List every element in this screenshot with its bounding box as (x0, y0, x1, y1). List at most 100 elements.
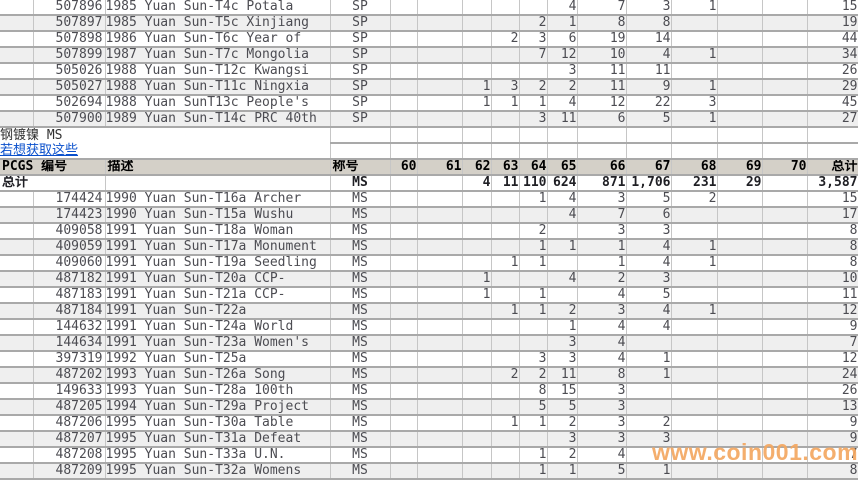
grade-70-cell (762, 207, 808, 224)
pcgs-number-link[interactable]: 397319 (33, 351, 106, 368)
pcgs-number-link[interactable]: 409060 (33, 255, 106, 272)
grade-65-cell: 1 (547, 15, 578, 32)
grade-68-cell (671, 367, 718, 384)
grade-69-cell (717, 223, 763, 240)
grade-64-cell (519, 0, 548, 16)
pcgs-number-link[interactable]: 502694 (33, 95, 106, 112)
coin-description-link[interactable]: 1991 Yuan Sun-T22a (105, 303, 331, 320)
coin-description-link[interactable]: 1991 Yuan Sun-T19a Seedling (105, 255, 331, 272)
section-promo-link[interactable]: 若想获取这些 (0, 143, 79, 158)
grade-64-cell: 1 (519, 415, 548, 432)
pcgs-number-link[interactable]: 505026 (33, 63, 106, 80)
designation-cell: MS (330, 255, 391, 272)
coin-description-link[interactable]: 1990 Yuan Sun-T16a Archer (105, 191, 331, 208)
grade-63-cell (491, 47, 520, 64)
grade-70-cell (762, 399, 808, 416)
grade-61-cell (417, 223, 463, 240)
pcgs-number-link[interactable]: 507899 (33, 47, 106, 64)
row-indent-cell (0, 447, 34, 464)
empty-cell (417, 143, 463, 160)
coin-description-link[interactable]: 1985 Yuan Sun-T5c Xinjiang (105, 15, 331, 32)
coin-description-link[interactable]: 1992 Yuan Sun-T25a (105, 351, 331, 368)
row-total-cell: 7 (807, 335, 858, 352)
grade-67-cell: 4 (626, 255, 672, 272)
pcgs-number-link[interactable]: 487206 (33, 415, 106, 432)
coin-description-link[interactable]: 1993 Yuan Sun-T26a Song (105, 367, 331, 384)
pcgs-number-link[interactable]: 507900 (33, 111, 106, 128)
grade-65-cell (547, 223, 578, 240)
grade-65-cell: 4 (547, 0, 578, 16)
coin-description-link[interactable]: 1991 Yuan Sun-T20a CCP- (105, 271, 331, 288)
grade-69-cell (717, 255, 763, 272)
coin-description-link[interactable]: 1995 Yuan Sun-T33a U.N. (105, 447, 331, 464)
pcgs-number-link[interactable]: 144634 (33, 335, 106, 352)
grade-61-cell (417, 303, 463, 320)
grade-70-cell (762, 431, 808, 448)
coin-description-link[interactable]: 1991 Yuan Sun-T23a Women's (105, 335, 331, 352)
row-indent-cell (0, 223, 34, 240)
pcgs-number-link[interactable]: 149633 (33, 383, 106, 400)
coin-description-link[interactable]: 1991 Yuan Sun-T17a Monument (105, 239, 331, 256)
pcgs-number-link[interactable]: 487207 (33, 431, 106, 448)
pcgs-number-link[interactable]: 487182 (33, 271, 106, 288)
row-total-cell: 8 (807, 463, 858, 480)
row-indent-cell (0, 271, 34, 288)
grade-61-cell (417, 111, 463, 128)
pcgs-number-link[interactable]: 487205 (33, 399, 106, 416)
pcgs-number-link[interactable]: 487208 (33, 447, 106, 464)
grade-65-cell: 3 (547, 351, 578, 368)
pcgs-number-link[interactable]: 507896 (33, 0, 106, 16)
grade-64-cell: 8 (519, 383, 548, 400)
coin-description-link[interactable]: 1987 Yuan Sun-T7c Mongolia (105, 47, 331, 64)
pcgs-number-link[interactable]: 487202 (33, 367, 106, 384)
coin-description-link[interactable]: 1985 Yuan Sun-T4c Potala (105, 0, 331, 16)
pcgs-number-link[interactable]: 487209 (33, 463, 106, 480)
coin-description-link[interactable]: 1990 Yuan Sun-T15a Wushu (105, 207, 331, 224)
pcgs-number-link[interactable]: 487184 (33, 303, 106, 320)
grade-68-cell: 1 (671, 47, 718, 64)
table-row: 409060 1991 Yuan Sun-T19a Seedling MS 1 1 1 4 1… (0, 255, 858, 272)
pcgs-number-link[interactable]: 507897 (33, 15, 106, 32)
pcgs-number-link[interactable]: 144632 (33, 319, 106, 336)
empty-cell (671, 143, 718, 160)
row-indent-cell (0, 319, 34, 336)
pcgs-number-link[interactable]: 174423 (33, 207, 106, 224)
grade-70-cell (762, 31, 808, 48)
grade-66-cell: 4 (577, 287, 627, 304)
pcgs-number-link[interactable]: 487183 (33, 287, 106, 304)
grade-65-cell: 4 (547, 95, 578, 112)
pcgs-number-link[interactable]: 507898 (33, 31, 106, 48)
coin-description-link[interactable]: 1988 Yuan Sun-T12c Kwangsi (105, 63, 331, 80)
empty-cell (462, 127, 492, 144)
row-indent-cell (0, 239, 34, 256)
coin-description-link[interactable]: 1991 Yuan Sun-T24a World (105, 319, 331, 336)
grade-70-cell (762, 79, 808, 96)
grade-70-column-header: 70 (762, 159, 808, 176)
coin-description-link[interactable]: 1988 Yuan Sun-T11c Ningxia (105, 79, 331, 96)
coin-description-link[interactable]: 1995 Yuan Sun-T30a Table (105, 415, 331, 432)
coin-description-link[interactable]: 1986 Yuan Sun-T6c Year of (105, 31, 331, 48)
grade-66-cell: 19 (577, 31, 627, 48)
coin-description-link[interactable]: 1989 Yuan Sun-T14c PRC 40th (105, 111, 331, 128)
pcgs-number-link[interactable]: 409059 (33, 239, 106, 256)
coin-description-link[interactable]: 1988 Yuan SunT13c People's (105, 95, 331, 112)
grade-64-cell: 2 (519, 223, 548, 240)
pcgs-number-link[interactable]: 505027 (33, 79, 106, 96)
row-total-cell: 13 (807, 399, 858, 416)
coin-description-link[interactable]: 1993 Yuan Sun-T28a 100th (105, 383, 331, 400)
grade-64-cell: 2 (519, 367, 548, 384)
section-header-row (0, 143, 858, 160)
grade-62-cell (462, 319, 492, 336)
grade-66-cell: 7 (577, 207, 627, 224)
grade-65-cell: 15 (547, 383, 578, 400)
coin-description-link[interactable]: 1991 Yuan Sun-T18a Woman (105, 223, 331, 240)
coin-description-link[interactable]: 1994 Yuan Sun-T29a Project (105, 399, 331, 416)
pcgs-number-link[interactable]: 409058 (33, 223, 106, 240)
table-row: 487202 1993 Yuan Sun-T26a Song MS 2 2 11 8 1 24 (0, 367, 858, 384)
coin-description-link[interactable]: 1995 Yuan Sun-T32a Womens (105, 463, 331, 480)
pcgs-number-link[interactable]: 174424 (33, 191, 106, 208)
table-row: 487208 1995 Yuan Sun-T33a U.N. MS 1 2 4 7 (0, 447, 858, 464)
coin-description-link[interactable]: 1995 Yuan Sun-T31a Defeat (105, 431, 331, 448)
grade-60-cell (390, 191, 418, 208)
coin-description-link[interactable]: 1991 Yuan Sun-T21a CCP- (105, 287, 331, 304)
